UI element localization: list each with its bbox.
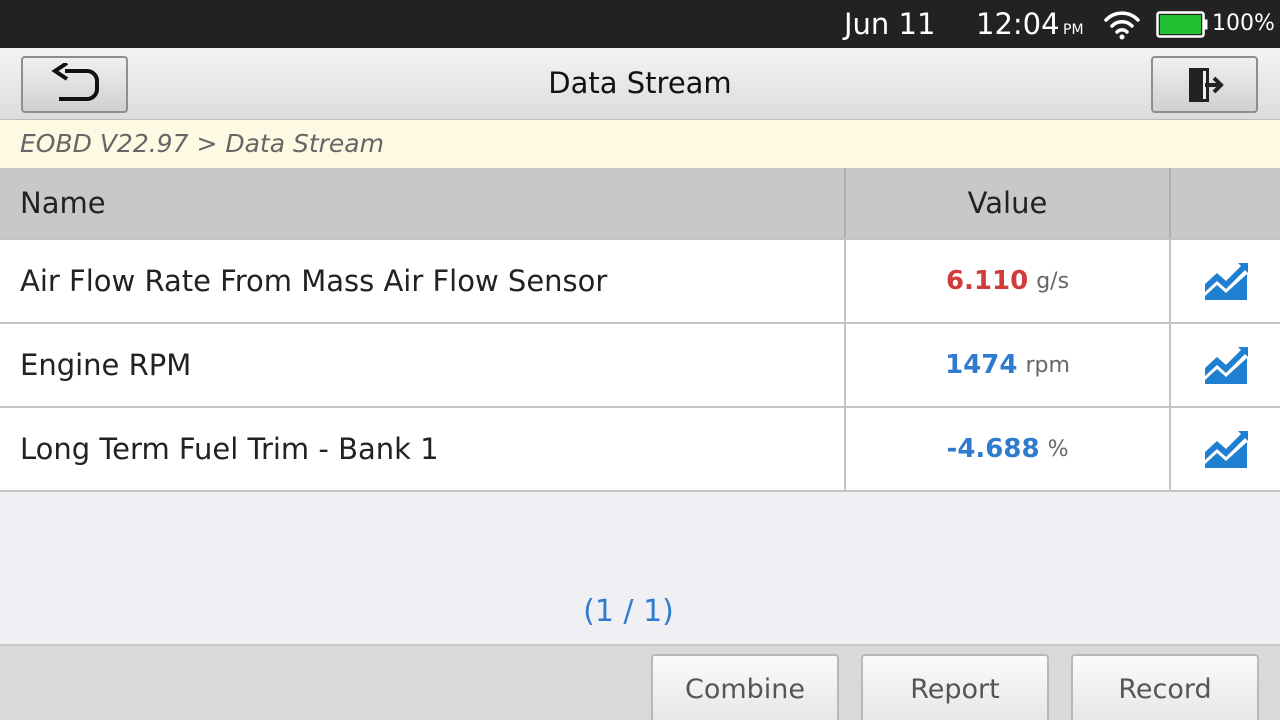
column-header-graph xyxy=(1171,168,1280,238)
column-header-value: Value xyxy=(846,168,1171,238)
page-indicator: (1 / 1) xyxy=(583,594,674,629)
breadcrumb: EOBD V22.97 > Data Stream xyxy=(0,120,1280,168)
battery-icon xyxy=(1156,11,1208,38)
column-header-name: Name xyxy=(0,168,846,238)
trend-graph-icon[interactable] xyxy=(1203,260,1249,302)
report-button[interactable]: Report xyxy=(861,654,1049,720)
status-time: 12:04 xyxy=(976,7,1060,41)
row-unit: g/s xyxy=(1036,268,1070,294)
record-button[interactable]: Record xyxy=(1071,654,1259,720)
row-value-cell: 1474 rpm xyxy=(846,324,1171,406)
row-value: 6.110 xyxy=(945,266,1029,296)
bottom-toolbar: Combine Report Record xyxy=(0,644,1280,720)
exit-door-icon xyxy=(1188,67,1224,102)
back-button[interactable] xyxy=(21,56,128,113)
row-graph-cell xyxy=(1171,324,1280,406)
battery-percent: 100% xyxy=(1212,11,1275,36)
row-graph-cell xyxy=(1171,408,1280,490)
exit-button[interactable] xyxy=(1151,56,1258,113)
table-header: Name Value xyxy=(0,168,1280,240)
data-stream-table: Name Value Air Flow Rate From Mass Air F… xyxy=(0,168,1280,492)
title-bar: Data Stream xyxy=(0,48,1280,120)
row-value-cell: -4.688 % xyxy=(846,408,1171,490)
status-bar: Jun 11 12:04 PM 100% xyxy=(0,0,1280,48)
row-name: Long Term Fuel Trim - Bank 1 xyxy=(0,408,846,490)
row-name: Engine RPM xyxy=(0,324,846,406)
row-name: Air Flow Rate From Mass Air Flow Sensor xyxy=(0,240,846,322)
page-title: Data Stream xyxy=(548,66,732,100)
row-value-cell: 6.110 g/s xyxy=(846,240,1171,322)
row-unit: rpm xyxy=(1025,352,1070,378)
wifi-icon xyxy=(1104,11,1140,40)
back-arrow-icon xyxy=(50,62,99,101)
table-row[interactable]: Engine RPM 1474 rpm xyxy=(0,324,1280,408)
row-value: -4.688 xyxy=(946,434,1040,464)
row-unit: % xyxy=(1047,436,1069,462)
table-row[interactable]: Air Flow Rate From Mass Air Flow Sensor … xyxy=(0,240,1280,324)
combine-button[interactable]: Combine xyxy=(651,654,839,720)
trend-graph-icon[interactable] xyxy=(1203,428,1249,470)
status-ampm: PM xyxy=(1063,22,1084,38)
trend-graph-icon[interactable] xyxy=(1203,344,1249,386)
status-date: Jun 11 xyxy=(844,7,936,41)
table-row[interactable]: Long Term Fuel Trim - Bank 1 -4.688 % xyxy=(0,408,1280,492)
row-graph-cell xyxy=(1171,240,1280,322)
row-value: 1474 xyxy=(945,350,1018,380)
